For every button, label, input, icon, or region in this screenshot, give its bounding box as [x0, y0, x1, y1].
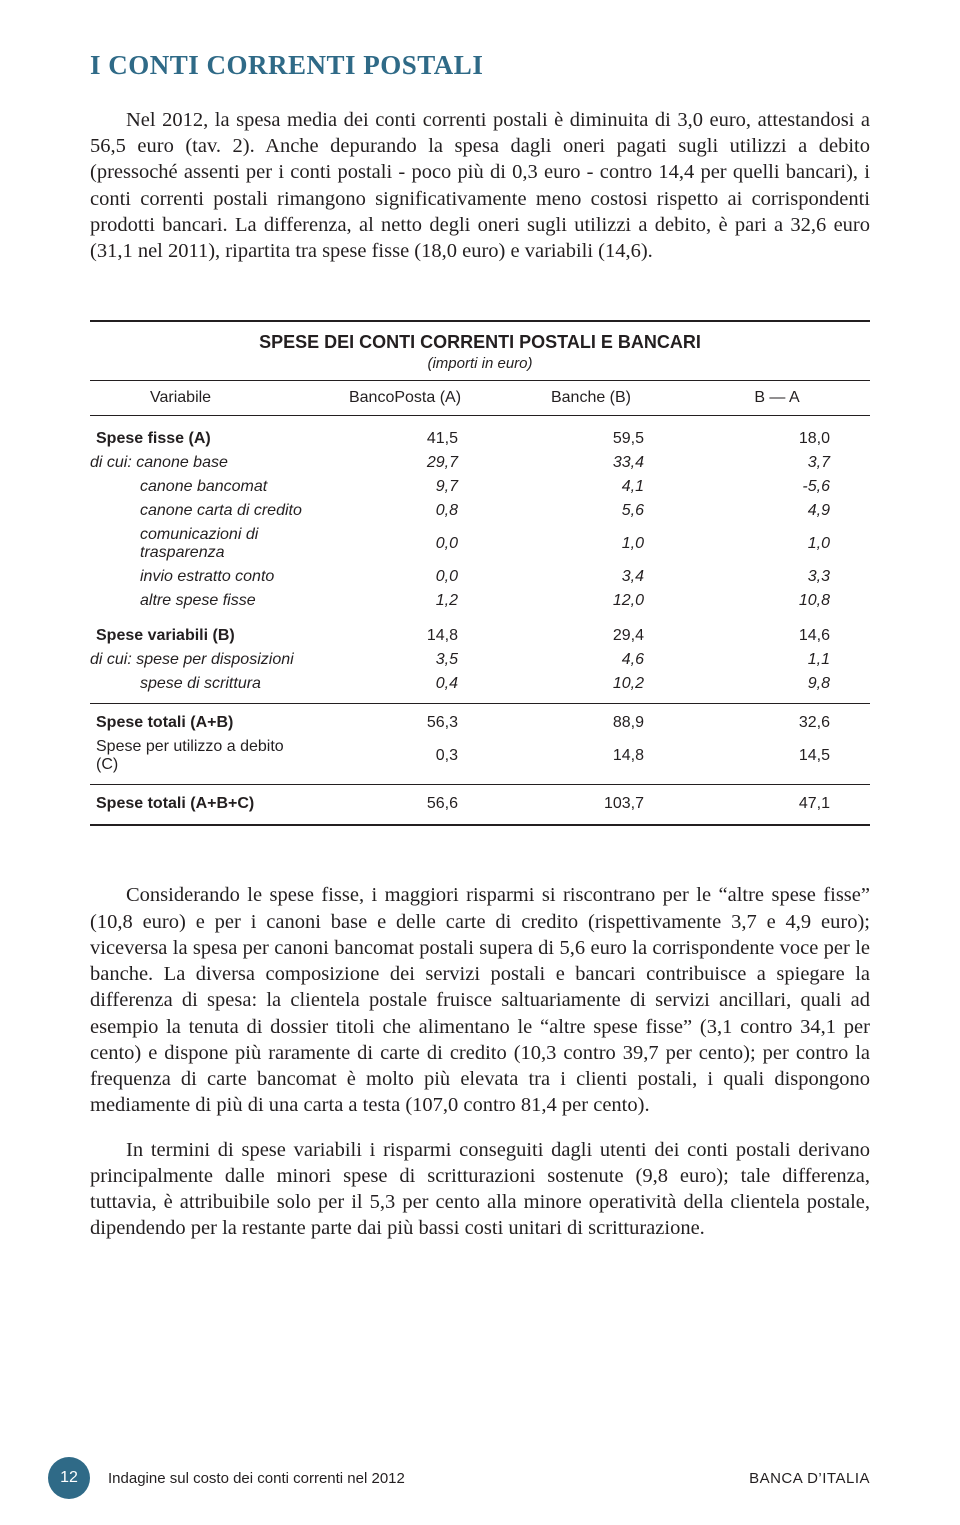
cell-a: 0,3 [312, 735, 498, 785]
cell-b: 4,6 [498, 648, 684, 672]
cell-d: 32,6 [684, 704, 870, 736]
section-heading: I CONTI CORRENTI POSTALI [90, 50, 870, 81]
page-number-badge: 12 [48, 1457, 90, 1499]
cell-d: 4,9 [684, 499, 870, 523]
cell-d: -5,6 [684, 475, 870, 499]
paragraph-3: In termini di spese variabili i risparmi… [90, 1137, 870, 1242]
table-title: SPESE DEI CONTI CORRENTI POSTALI E BANCA… [90, 320, 870, 353]
cell-label: invio estratto conto [90, 565, 312, 589]
cell-b: 5,6 [498, 499, 684, 523]
cell-label: Spese totali (A+B+C) [90, 785, 312, 817]
col-variable: Variabile [90, 381, 312, 416]
cell-label: canone bancomat [90, 475, 312, 499]
cell-b: 59,5 [498, 416, 684, 452]
table-row: Spese per utilizzo a debito (C) 0,3 14,8… [90, 735, 870, 785]
col-banche: Banche (B) [498, 381, 684, 416]
expenses-table-grid: Variabile BancoPosta (A) Banche (B) B — … [90, 381, 870, 816]
paragraph-1-text: Nel 2012, la spesa media dei conti corre… [90, 109, 870, 262]
cell-b: 14,8 [498, 735, 684, 785]
cell-label: Spese fisse (A) [90, 416, 312, 452]
cell-b: 3,4 [498, 565, 684, 589]
table-row: Spese fisse (A) 41,5 59,5 18,0 [90, 416, 870, 452]
cell-d: 3,3 [684, 565, 870, 589]
cell-label: Spese totali (A+B) [90, 704, 312, 736]
paragraph-2-text: Considerando le spese fisse, i maggiori … [90, 884, 870, 1116]
cell-label: Spese per utilizzo a debito (C) [90, 735, 312, 785]
cell-d: 10,8 [684, 589, 870, 613]
cell-b: 88,9 [498, 704, 684, 736]
table-row: invio estratto conto 0,0 3,4 3,3 [90, 565, 870, 589]
cell-a: 0,0 [312, 565, 498, 589]
cell-a: 1,2 [312, 589, 498, 613]
table-subtitle: (importi in euro) [90, 355, 870, 381]
cell-b: 29,4 [498, 613, 684, 648]
cell-a: 0,8 [312, 499, 498, 523]
cell-a: 3,5 [312, 648, 498, 672]
cell-label: comunicazioni di trasparenza [90, 523, 312, 565]
cell-label: Spese variabili (B) [90, 613, 312, 648]
cell-d: 1,0 [684, 523, 870, 565]
table-row: canone bancomat 9,7 4,1 -5,6 [90, 475, 870, 499]
cell-a: 0,0 [312, 523, 498, 565]
paragraph-3-text: In termini di spese variabili i risparmi… [90, 1139, 870, 1240]
table-row: Spese variabili (B) 14,8 29,4 14,6 [90, 613, 870, 648]
paragraph-1: Nel 2012, la spesa media dei conti corre… [90, 107, 870, 264]
page-footer: 12 Indagine sul costo dei conti correnti… [0, 1457, 960, 1499]
table-row: comunicazioni di trasparenza 0,0 1,0 1,0 [90, 523, 870, 565]
cell-label: canone carta di credito [90, 499, 312, 523]
table-row: di cui: canone base 29,7 33,4 3,7 [90, 451, 870, 475]
table-row: spese di scrittura 0,4 10,2 9,8 [90, 672, 870, 704]
table-header-row: Variabile BancoPosta (A) Banche (B) B — … [90, 381, 870, 416]
table-row: di cui: spese per disposizioni 3,5 4,6 1… [90, 648, 870, 672]
cell-a: 0,4 [312, 672, 498, 704]
cell-label: di cui: canone base [90, 451, 312, 475]
cell-a: 14,8 [312, 613, 498, 648]
col-diff: B — A [684, 381, 870, 416]
cell-d: 14,6 [684, 613, 870, 648]
cell-b: 10,2 [498, 672, 684, 704]
cell-label: di cui: spese per disposizioni [90, 648, 312, 672]
footer-publisher: BANCA D’ITALIA [749, 1470, 870, 1487]
cell-b: 33,4 [498, 451, 684, 475]
cell-a: 9,7 [312, 475, 498, 499]
table-row: Spese totali (A+B) 56,3 88,9 32,6 [90, 704, 870, 736]
cell-b: 12,0 [498, 589, 684, 613]
expenses-table: SPESE DEI CONTI CORRENTI POSTALI E BANCA… [90, 320, 870, 826]
page: I CONTI CORRENTI POSTALI Nel 2012, la sp… [0, 0, 960, 1525]
table-row: Spese totali (A+B+C) 56,6 103,7 47,1 [90, 785, 870, 817]
cell-d: 18,0 [684, 416, 870, 452]
table-row: altre spese fisse 1,2 12,0 10,8 [90, 589, 870, 613]
cell-b: 1,0 [498, 523, 684, 565]
col-bancoposta: BancoPosta (A) [312, 381, 498, 416]
table-bottom-rule [90, 816, 870, 826]
cell-d: 3,7 [684, 451, 870, 475]
cell-label: altre spese fisse [90, 589, 312, 613]
cell-b: 4,1 [498, 475, 684, 499]
cell-label: spese di scrittura [90, 672, 312, 704]
cell-a: 29,7 [312, 451, 498, 475]
paragraph-2: Considerando le spese fisse, i maggiori … [90, 882, 870, 1118]
cell-d: 14,5 [684, 735, 870, 785]
cell-d: 1,1 [684, 648, 870, 672]
cell-a: 56,6 [312, 785, 498, 817]
cell-d: 9,8 [684, 672, 870, 704]
cell-d: 47,1 [684, 785, 870, 817]
table-row: canone carta di credito 0,8 5,6 4,9 [90, 499, 870, 523]
cell-a: 41,5 [312, 416, 498, 452]
footer-doc-title: Indagine sul costo dei conti correnti ne… [108, 1470, 405, 1487]
cell-b: 103,7 [498, 785, 684, 817]
cell-a: 56,3 [312, 704, 498, 736]
